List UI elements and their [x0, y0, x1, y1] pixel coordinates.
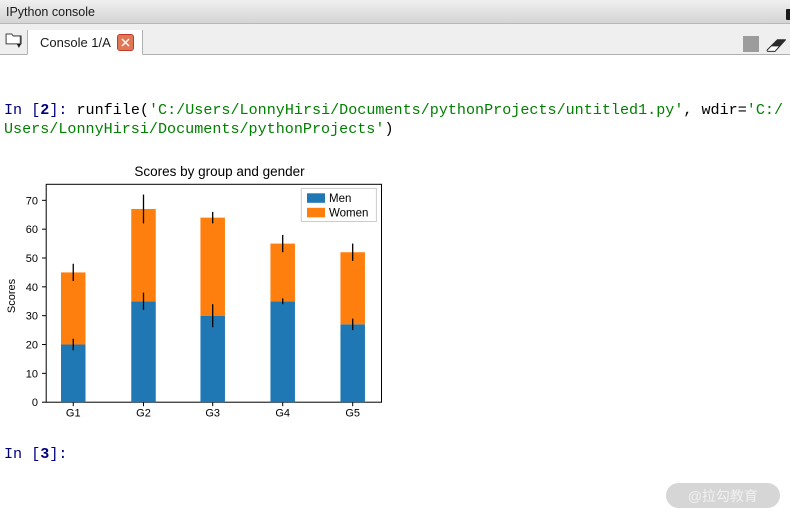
- svg-text:30: 30: [26, 311, 38, 323]
- svg-text:Scores: Scores: [6, 278, 18, 313]
- svg-text:G1: G1: [66, 408, 81, 420]
- svg-text:40: 40: [26, 282, 38, 294]
- svg-text:Women: Women: [329, 207, 368, 219]
- svg-text:50: 50: [26, 253, 38, 265]
- svg-text:0: 0: [32, 397, 38, 409]
- svg-text:60: 60: [26, 224, 38, 236]
- svg-text:G2: G2: [136, 408, 151, 420]
- svg-text:Men: Men: [329, 193, 351, 205]
- svg-text:70: 70: [26, 195, 38, 207]
- svg-text:G4: G4: [275, 408, 290, 420]
- svg-text:G3: G3: [205, 408, 220, 420]
- svg-text:Scores by group and gender: Scores by group and gender: [134, 164, 305, 179]
- svg-text:G5: G5: [345, 408, 360, 420]
- svg-text:10: 10: [26, 368, 38, 380]
- svg-text:20: 20: [26, 340, 38, 352]
